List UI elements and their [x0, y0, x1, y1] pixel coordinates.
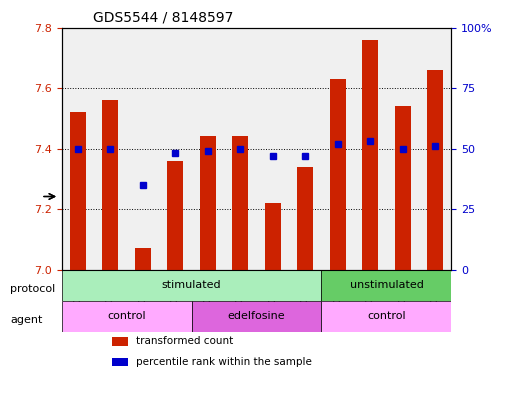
Text: control: control: [367, 311, 406, 321]
Text: transformed count: transformed count: [135, 336, 233, 346]
Text: edelfosine: edelfosine: [228, 311, 285, 321]
FancyBboxPatch shape: [191, 301, 322, 332]
Bar: [232, 136, 248, 270]
FancyBboxPatch shape: [62, 270, 322, 301]
Bar: [200, 136, 216, 270]
FancyBboxPatch shape: [322, 270, 451, 301]
Bar: [112, 358, 128, 366]
Text: percentile rank within the sample: percentile rank within the sample: [135, 357, 311, 367]
Text: protocol: protocol: [10, 284, 55, 294]
Bar: [362, 40, 378, 270]
Bar: [102, 100, 119, 270]
Text: control: control: [107, 311, 146, 321]
Bar: [427, 70, 443, 270]
Text: GDS5544 / 8148597: GDS5544 / 8148597: [93, 11, 233, 25]
Bar: [297, 167, 313, 270]
FancyBboxPatch shape: [322, 301, 451, 332]
FancyBboxPatch shape: [62, 301, 191, 332]
Bar: [112, 337, 128, 345]
Bar: [167, 161, 183, 270]
Text: unstimulated: unstimulated: [349, 280, 423, 290]
Bar: [265, 203, 281, 270]
Bar: [70, 112, 86, 270]
Bar: [394, 106, 411, 270]
Text: stimulated: stimulated: [162, 280, 221, 290]
Bar: [134, 248, 151, 270]
Bar: [329, 79, 346, 270]
Text: agent: agent: [10, 315, 43, 325]
